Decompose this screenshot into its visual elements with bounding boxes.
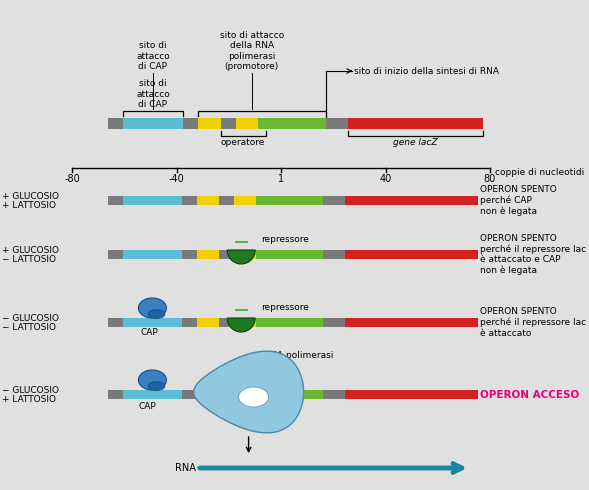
Text: operatore: operatore (221, 138, 265, 147)
Text: CAP: CAP (138, 402, 156, 411)
Bar (220, 118, 236, 129)
Text: 40: 40 (379, 174, 392, 184)
Ellipse shape (138, 298, 167, 318)
Text: + LATTOSIO: + LATTOSIO (2, 395, 56, 404)
Bar (108, 118, 123, 129)
Wedge shape (227, 250, 255, 264)
Bar (123, 318, 182, 327)
Bar (256, 196, 323, 205)
Bar (219, 390, 234, 399)
Text: OPERON SPENTO
perché il repressore lac
è attaccato: OPERON SPENTO perché il repressore lac è… (480, 307, 586, 338)
Text: repressore: repressore (261, 235, 309, 244)
Text: coppie di nucleotidi: coppie di nucleotidi (495, 168, 584, 176)
Text: + GLUCOSIO: + GLUCOSIO (2, 192, 59, 201)
Bar (345, 318, 478, 327)
Bar (197, 318, 219, 327)
Bar (219, 196, 234, 205)
Bar (323, 318, 345, 327)
Text: − GLUCOSIO: − GLUCOSIO (2, 314, 59, 323)
Bar (198, 118, 220, 129)
Bar (197, 390, 219, 399)
Text: − LATTOSIO: − LATTOSIO (2, 323, 56, 332)
Text: RNA polimerasi: RNA polimerasi (264, 350, 333, 360)
Wedge shape (227, 318, 255, 332)
Bar (108, 318, 123, 327)
Bar (183, 118, 198, 129)
Text: RNA: RNA (175, 463, 196, 473)
Text: sito di
attacco
di CAP: sito di attacco di CAP (136, 41, 170, 71)
Text: sito di attacco
della RNA
polimerasi
(promotore): sito di attacco della RNA polimerasi (pr… (220, 31, 284, 71)
Bar (234, 390, 256, 399)
Text: sito di
attacco
di CAP: sito di attacco di CAP (136, 79, 170, 109)
Text: − GLUCOSIO: − GLUCOSIO (2, 386, 59, 395)
Bar (323, 250, 345, 259)
Bar (234, 250, 256, 259)
Bar (323, 196, 345, 205)
Text: OPERON SPENTO
perché il repressore lac
è attaccato e CAP
non è legata: OPERON SPENTO perché il repressore lac è… (480, 234, 586, 275)
Text: gene lacZ: gene lacZ (393, 138, 438, 147)
Bar (256, 390, 323, 399)
Bar (123, 196, 182, 205)
Text: OPERON ACCESO: OPERON ACCESO (480, 390, 579, 399)
Ellipse shape (239, 387, 269, 407)
Bar (182, 250, 197, 259)
Bar (219, 250, 234, 259)
Ellipse shape (138, 370, 167, 390)
Text: + GLUCOSIO: + GLUCOSIO (2, 246, 59, 255)
Text: repressore: repressore (261, 302, 309, 312)
Bar (108, 250, 123, 259)
Bar (234, 318, 256, 327)
Bar (323, 390, 345, 399)
Text: -80: -80 (64, 174, 80, 184)
Text: CAP: CAP (140, 328, 158, 337)
Text: OPERON SPENTO
perché CAP
non è legata: OPERON SPENTO perché CAP non è legata (480, 185, 557, 216)
Bar (345, 196, 478, 205)
Bar (236, 118, 258, 129)
Bar (348, 118, 483, 129)
Text: 1: 1 (278, 174, 284, 184)
Text: + LATTOSIO: + LATTOSIO (2, 201, 56, 210)
Ellipse shape (148, 382, 165, 391)
Bar (182, 318, 197, 327)
Bar (234, 196, 256, 205)
Bar (123, 118, 183, 129)
Bar (123, 390, 182, 399)
Bar (219, 318, 234, 327)
Bar (345, 250, 478, 259)
Text: -40: -40 (168, 174, 184, 184)
Bar (197, 250, 219, 259)
Bar (197, 196, 219, 205)
Text: 80: 80 (484, 174, 496, 184)
Bar (182, 196, 197, 205)
Bar (182, 390, 197, 399)
Bar (108, 196, 123, 205)
Bar (326, 118, 348, 129)
Bar (256, 250, 323, 259)
Bar (345, 390, 478, 399)
Bar (258, 118, 326, 129)
Bar (108, 390, 123, 399)
Text: sito di inizio della sintesi di RNA: sito di inizio della sintesi di RNA (353, 67, 498, 75)
PathPatch shape (194, 351, 303, 433)
Ellipse shape (148, 310, 165, 318)
Text: − LATTOSIO: − LATTOSIO (2, 255, 56, 264)
Bar (123, 250, 182, 259)
Bar (256, 318, 323, 327)
